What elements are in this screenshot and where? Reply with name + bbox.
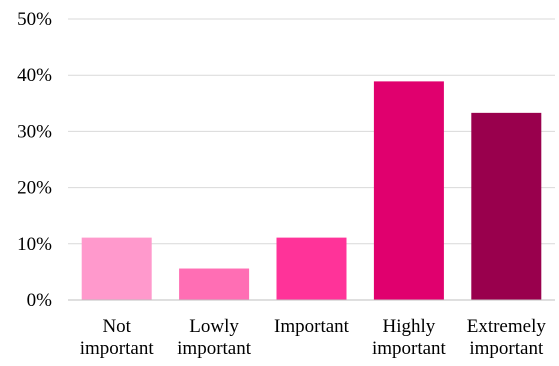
- y-tick-label: 0%: [27, 290, 53, 311]
- x-category-label-line: Not: [102, 316, 131, 337]
- x-category-label: Highly important: [372, 316, 447, 359]
- x-category-label: Not important: [80, 316, 155, 359]
- x-category-label-line: Extremely: [467, 316, 547, 337]
- x-category-label-line: Lowly: [189, 316, 239, 337]
- bars: [81, 81, 542, 300]
- x-category-label: Lowly important: [177, 316, 252, 359]
- bar: [471, 112, 542, 300]
- y-tick-label: 50%: [17, 9, 52, 30]
- x-category-label-line: Highly: [383, 316, 436, 337]
- y-tick-label: 10%: [17, 234, 52, 255]
- bar: [276, 237, 347, 300]
- y-tick-label: 30%: [17, 121, 52, 142]
- y-axis-tick-labels: 0% 10% 20% 30% 40% 50%: [17, 9, 52, 311]
- y-tick-label: 40%: [17, 65, 52, 86]
- x-category-label-line: important: [372, 338, 447, 359]
- x-category-label: Important: [274, 316, 350, 337]
- x-category-label-line: important: [80, 338, 155, 359]
- x-category-label: Extremely important: [467, 316, 547, 359]
- x-category-label-line: important: [469, 338, 544, 359]
- x-category-label-line: Important: [274, 316, 350, 337]
- x-category-label-line: important: [177, 338, 252, 359]
- y-tick-label: 20%: [17, 178, 52, 199]
- bar: [81, 237, 152, 300]
- bar: [373, 81, 444, 300]
- bar: [179, 268, 250, 300]
